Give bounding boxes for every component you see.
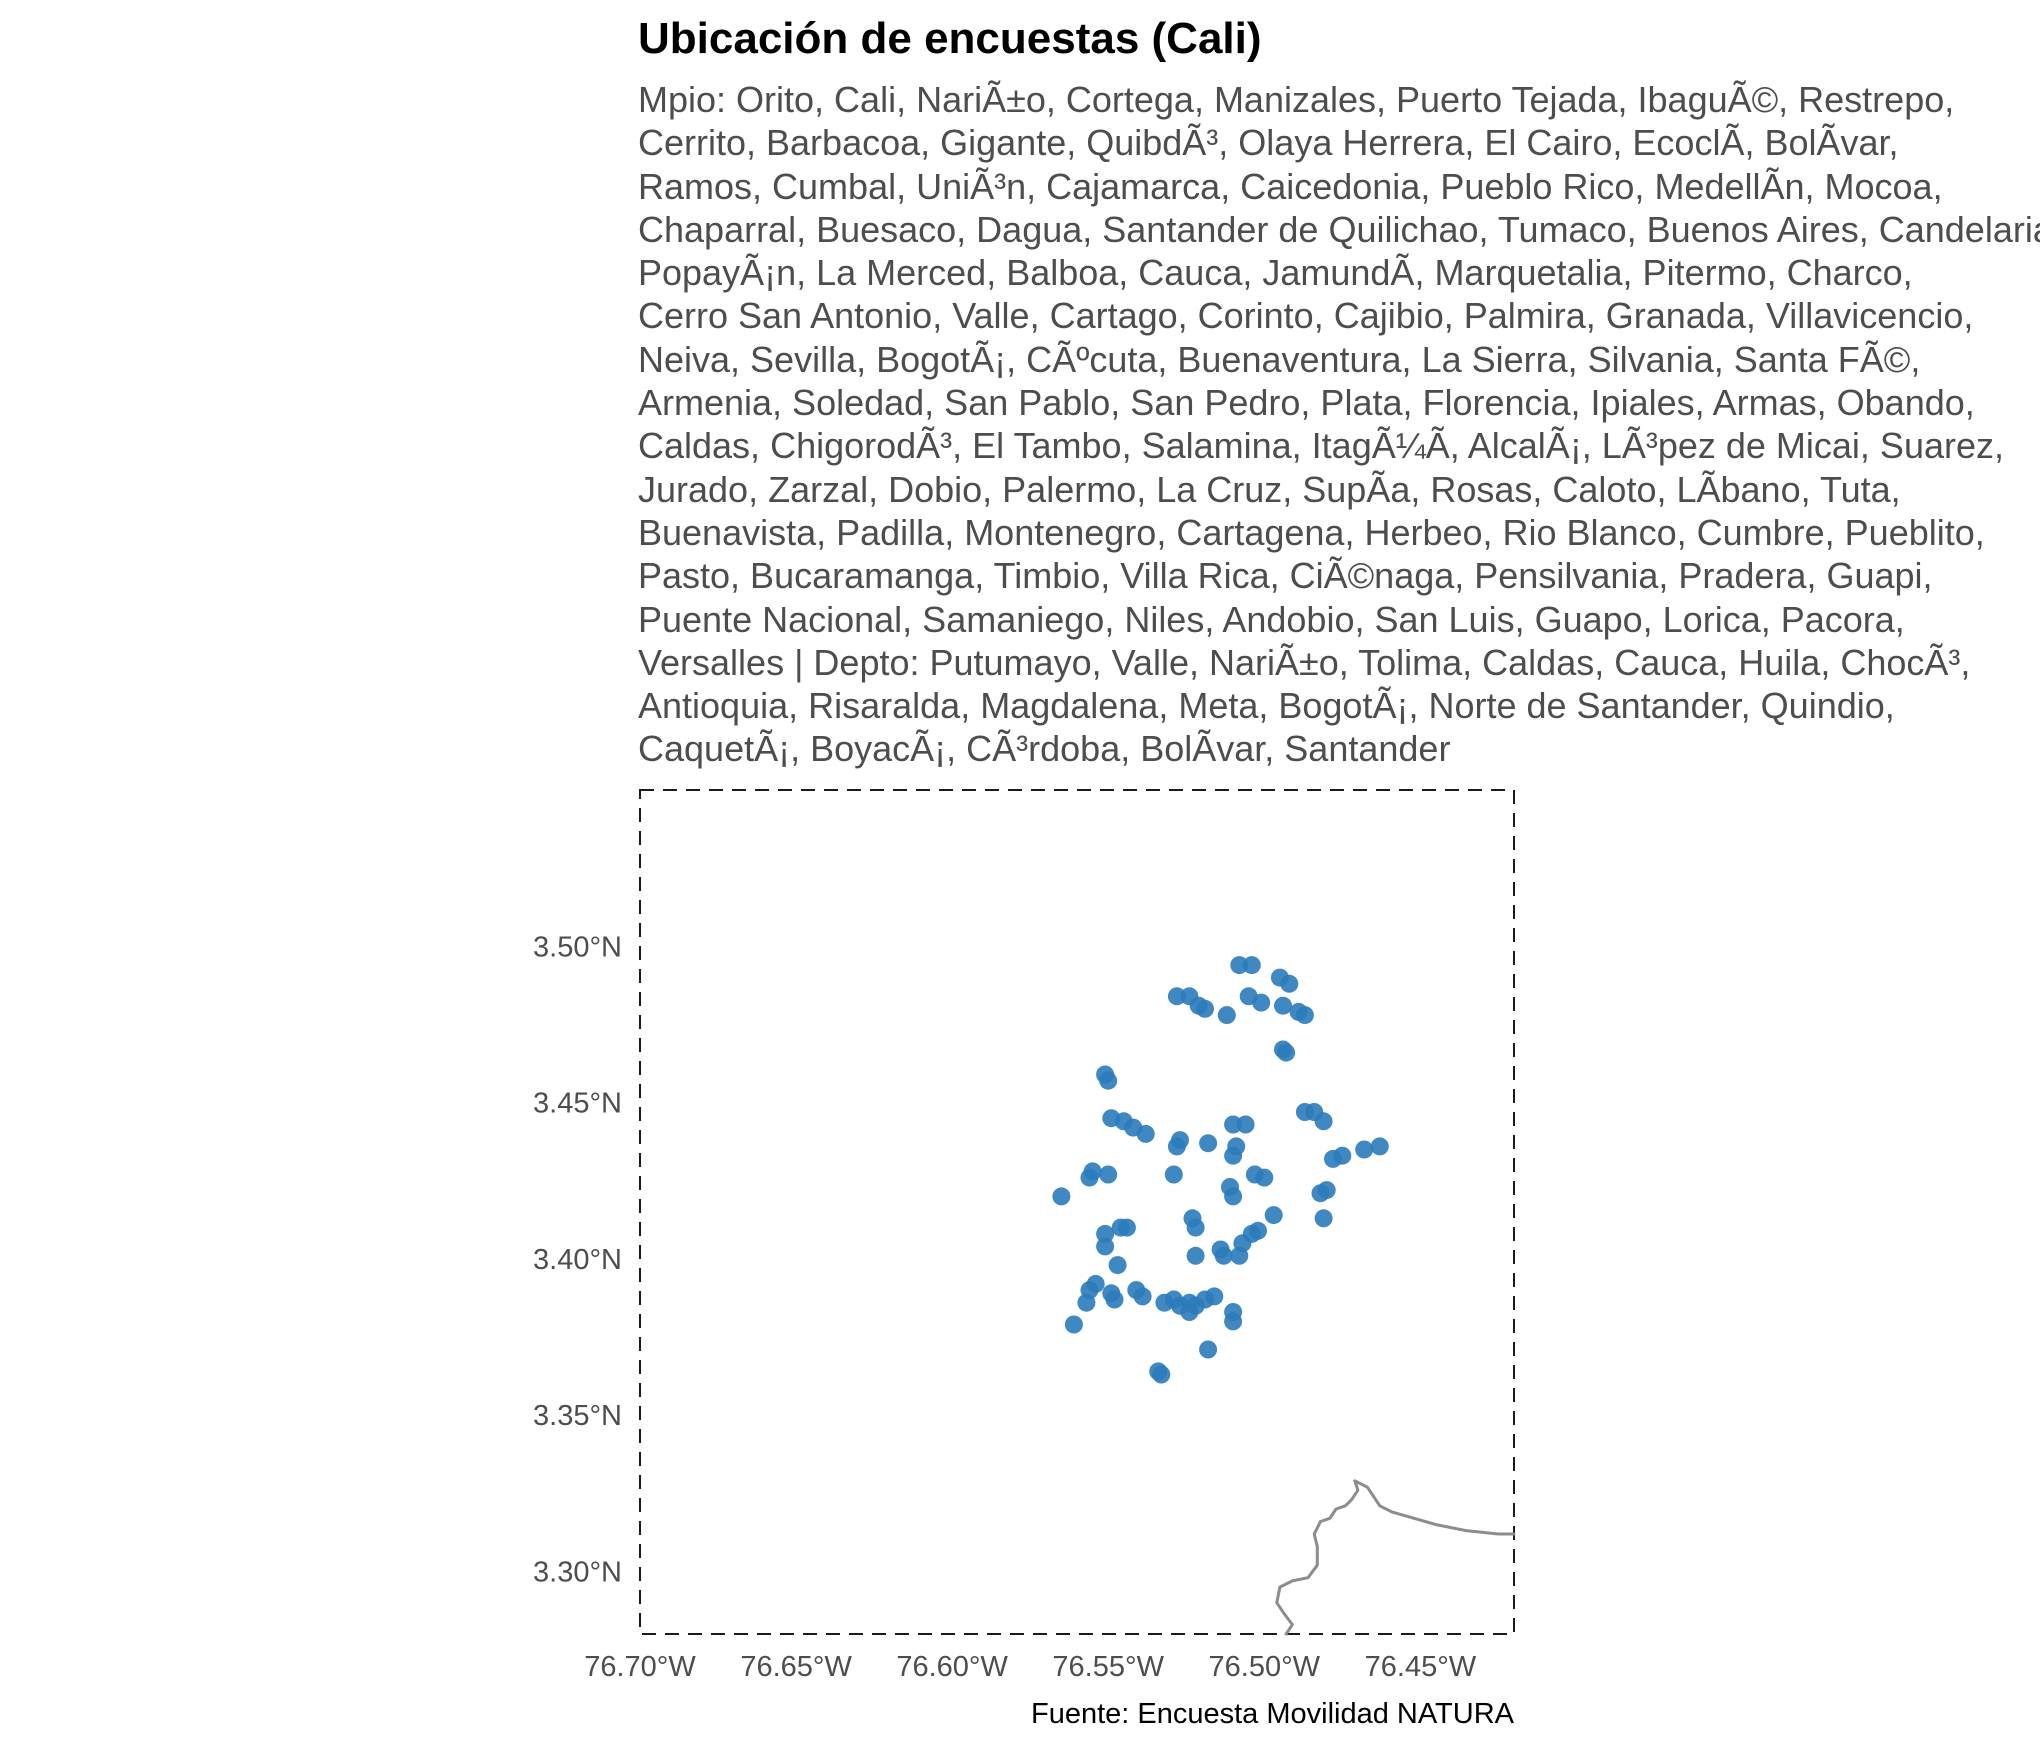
survey-point <box>1096 1237 1115 1256</box>
survey-point <box>1264 1206 1283 1225</box>
subtitle-line: Cerro San Antonio, Valle, Cartago, Corin… <box>638 295 1974 337</box>
subtitle-line: Antioquia, Risaralda, Magdalena, Meta, B… <box>638 685 1895 727</box>
chart-caption: Fuente: Encuesta Movilidad NATURA <box>1030 1698 1514 1730</box>
survey-point <box>1236 1115 1255 1134</box>
subtitle-line: Puente Nacional, Samaniego, Niles, Andob… <box>638 598 1905 640</box>
survey-point <box>1080 1168 1099 1187</box>
survey-point <box>1167 987 1186 1006</box>
x-tick-label: 76.55°W <box>1052 1651 1164 1683</box>
subtitle-line: Neiva, Sevilla, BogotÃ¡, CÃºcuta, Buenav… <box>638 338 1921 380</box>
survey-point <box>1099 1071 1118 1090</box>
x-tick-label: 76.65°W <box>740 1651 852 1683</box>
subtitle-line: Jurado, Zarzal, Dobio, Palermo, La Cruz,… <box>638 468 1901 510</box>
survey-point <box>1317 1181 1336 1200</box>
survey-point <box>1249 1221 1267 1240</box>
survey-point <box>1230 956 1249 975</box>
survey-point <box>1108 1256 1127 1275</box>
subtitle-line: Caldas, ChigorodÃ³, El Tambo, Salamina, … <box>638 425 2004 467</box>
plot-frame <box>639 789 1515 1635</box>
y-tick-label: 3.40°N <box>533 1244 622 1276</box>
survey-point <box>1167 1137 1186 1156</box>
subtitle-line: Armenia, Soledad, San Pablo, San Pedro, … <box>638 382 1975 424</box>
survey-point <box>1052 1187 1071 1206</box>
subtitle-line: Chaparral, Buesaco, Dagua, Santander de … <box>638 208 2040 250</box>
survey-point <box>1136 1124 1155 1143</box>
y-tick-label: 3.30°N <box>533 1557 622 1589</box>
survey-point <box>1077 1293 1096 1312</box>
survey-point <box>1217 1006 1236 1025</box>
survey-point <box>1096 1224 1115 1243</box>
survey-point <box>1152 1365 1171 1384</box>
survey-point <box>1224 1115 1243 1134</box>
survey-point <box>1224 1187 1243 1206</box>
y-tick-label: 3.50°N <box>533 931 622 963</box>
survey-point <box>1199 1134 1218 1153</box>
survey-point <box>1333 1146 1352 1165</box>
subtitle-line: Pasto, Bucaramanga, Timbio, Villa Rica, … <box>638 555 1933 597</box>
subtitle-line: Ramos, Cumbal, UniÃ³n, Cajamarca, Caiced… <box>638 165 1943 207</box>
survey-point <box>1214 1246 1233 1265</box>
survey-point <box>1314 1209 1333 1228</box>
survey-point <box>1224 1312 1243 1331</box>
subtitle-line: Cerrito, Barbacoa, Gigante, QuibdÃ³, Ola… <box>638 122 1899 164</box>
survey-point <box>1196 999 1214 1018</box>
chart-title: Ubicación de encuestas (Cali) <box>638 14 1262 63</box>
survey-point <box>1164 1165 1183 1184</box>
survey-point <box>1180 1303 1199 1321</box>
survey-point <box>1274 996 1292 1015</box>
survey-point <box>1255 1168 1274 1187</box>
survey-point <box>1186 1246 1205 1265</box>
survey-point <box>1117 1218 1136 1237</box>
survey-point <box>1277 1043 1296 1062</box>
survey-point <box>1064 1315 1083 1334</box>
survey-point <box>1252 993 1271 1012</box>
survey-point <box>1370 1137 1389 1156</box>
subtitle-line: Buenavista, Padilla, Montenegro, Cartage… <box>638 511 1985 553</box>
survey-point <box>1355 1140 1374 1159</box>
chart-subtitle: Mpio: Orito, Cali, NariÃ±o, Cortega, Man… <box>638 78 2040 771</box>
survey-point <box>1199 1340 1218 1359</box>
municipal-boundary-line <box>1275 1479 1516 1636</box>
x-tick-label: 76.50°W <box>1209 1651 1321 1683</box>
x-tick-label: 76.60°W <box>896 1651 1008 1683</box>
survey-point <box>1205 1287 1224 1306</box>
survey-point <box>1133 1287 1152 1306</box>
survey-point <box>1280 974 1299 993</box>
x-tick-label: 76.45°W <box>1365 1651 1477 1683</box>
y-tick-label: 3.45°N <box>533 1088 622 1120</box>
survey-point <box>1099 1165 1118 1184</box>
x-tick-label: 76.70°W <box>584 1651 696 1683</box>
survey-point <box>1295 1006 1314 1025</box>
y-tick-label: 3.35°N <box>533 1400 622 1432</box>
survey-point <box>1186 1218 1205 1237</box>
subtitle-line: CaquetÃ¡, BoyacÃ¡, CÃ³rdoba, BolÃvar, Sa… <box>638 728 1451 770</box>
subtitle-line: Versalles | Depto: Putumayo, Valle, Nari… <box>638 641 1971 683</box>
subtitle-line: PopayÃ¡n, La Merced, Balboa, Cauca, Jamu… <box>638 252 1913 294</box>
survey-point <box>1314 1112 1333 1131</box>
survey-point <box>1242 956 1261 975</box>
subtitle-line: Mpio: Orito, Cali, NariÃ±o, Cortega, Man… <box>638 79 1955 120</box>
survey-point <box>1105 1290 1124 1309</box>
survey-point <box>1227 1137 1246 1156</box>
